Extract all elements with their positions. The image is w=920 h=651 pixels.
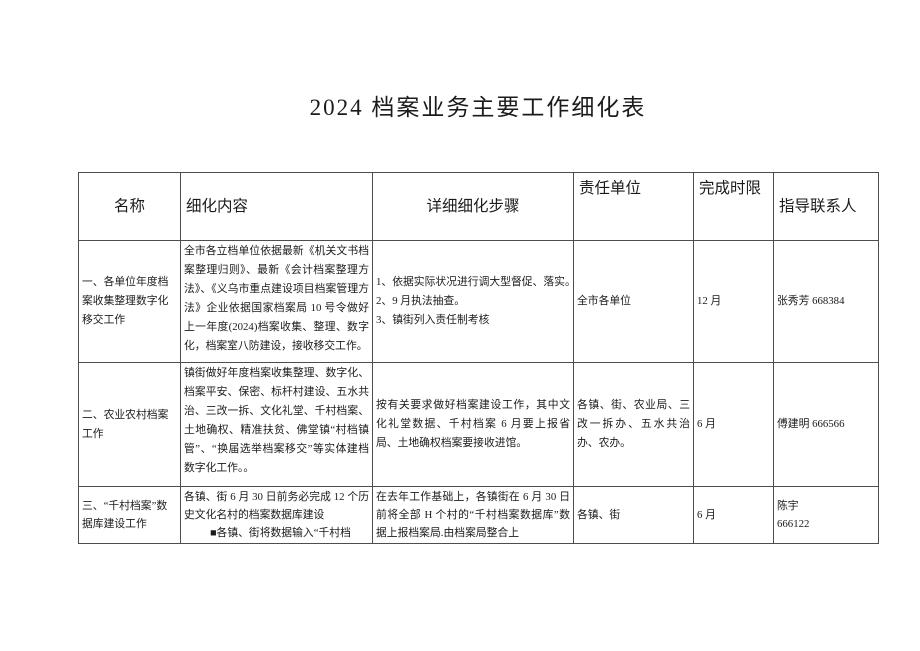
cell-task-name: 一、各单位年度档案收集整理数字化移交工作 (78, 240, 181, 363)
header-row: 名称 细化内容 详细细化步骤 责任单位 完成时限 指导联系人 (78, 172, 879, 241)
contact-name-text: 陈宇 (777, 500, 799, 512)
header-contact: 指导联系人 (773, 172, 879, 241)
cell-unit: 各镇、街 (573, 486, 694, 544)
cell-deadline: 12 月 (693, 240, 774, 363)
cell-deadline: 6 月 (693, 486, 774, 544)
table-row: 二、农业农村档案工作 镇街做好年度档案收集整理、数字化、档案平安、保密、标杆村建… (78, 362, 879, 487)
step-line: 按有关要求做好档案建设工作，其中文化礼堂数据、千村档案 6 月要上报省局、土地确… (376, 399, 570, 449)
cell-detail-content: 各镇、街 6 月 30 日前务必完成 12 个历史文化名村的档案数据库建设 ■各… (180, 486, 373, 544)
table-row: 一、各单位年度档案收集整理数字化移交工作 全市各立档单位依据最新《机关文书档案整… (78, 240, 879, 363)
cell-steps: 按有关要求做好档案建设工作，其中文化礼堂数据、千村档案 6 月要上报省局、土地确… (372, 362, 574, 487)
cell-task-name: 二、农业农村档案工作 (78, 362, 181, 487)
header-steps: 详细细化步骤 (372, 172, 574, 241)
detail-content-text: 镇街做好年度档案收集整理、数字化、档案平安、保密、标杆村建设、五水共治、三改一拆… (184, 367, 369, 474)
cell-contact: 张秀芳 668384 (773, 240, 879, 363)
header-unit: 责任单位 (573, 172, 694, 241)
step-line: 在去年工作基础上，各镇街在 6 月 30 日前将全部 H 个村的“千村档案数据库… (376, 491, 570, 539)
unit-text: 全市各单位 (577, 295, 631, 307)
task-name-text: 二、农业农村档案工作 (82, 408, 169, 440)
contact-number-text: 666122 (777, 518, 810, 530)
cell-steps: 在去年工作基础上，各镇街在 6 月 30 日前将全部 H 个村的“千村档案数据库… (372, 486, 574, 544)
cell-deadline: 6 月 (693, 362, 774, 487)
header-deadline: 完成时限 (693, 172, 774, 241)
step-line: 2、9 月执法抽查。 (376, 295, 466, 307)
page-title: 2024 档案业务主要工作细化表 (309, 95, 647, 120)
deadline-text: 6 月 (697, 509, 716, 521)
contact-text: 张秀芳 668384 (777, 295, 845, 307)
cell-detail-content: 全市各立档单位依据最新《机关文书档案整理归则》、最新《会计档案整理方法》、《义乌… (180, 240, 373, 363)
step-line: 3、镇街列入责任制考核 (376, 314, 490, 326)
task-name-text: 三、“千村档案”数据库建设工作 (82, 500, 168, 530)
cell-detail-content: 镇街做好年度档案收集整理、数字化、档案平安、保密、标杆村建设、五水共治、三改一拆… (180, 362, 373, 487)
cell-unit: 各镇、街、农业局、三改一拆办、五水共治办、农办。 (573, 362, 694, 487)
task-name-text: 一、各单位年度档案收集整理数字化移交工作 (82, 276, 169, 326)
bullet-line: ■各镇、街将数据输入“千村档 (210, 527, 351, 539)
work-table: 名称 细化内容 详细细化步骤 责任单位 完成时限 指导联系人 一、各单位年度档案… (78, 172, 879, 544)
unit-text: 各镇、街 (577, 509, 621, 521)
table-row: 三、“千村档案”数据库建设工作 各镇、街 6 月 30 日前务必完成 12 个历… (78, 486, 879, 544)
cell-contact: 傅建明 666566 (773, 362, 879, 487)
header-content: 细化内容 (180, 172, 373, 241)
step-line: 1、依据实际状况进行调大型督促、落实。 (376, 276, 574, 288)
cell-task-name: 三、“千村档案”数据库建设工作 (78, 486, 181, 544)
deadline-text: 6 月 (697, 418, 716, 430)
deadline-text: 12 月 (697, 295, 722, 307)
cell-contact: 陈宇 666122 (773, 486, 879, 544)
detail-content-text: 各镇、街 6 月 30 日前务必完成 12 个历史文化名村的档案数据库建设 (184, 491, 369, 521)
header-name: 名称 (78, 172, 181, 241)
cell-steps: 1、依据实际状况进行调大型督促、落实。 2、9 月执法抽查。 3、镇街列入责任制… (372, 240, 574, 363)
contact-text: 傅建明 666566 (777, 418, 845, 430)
unit-text: 各镇、街、农业局、三改一拆办、五水共治办、农办。 (577, 399, 690, 449)
detail-content-text: 全市各立档单位依据最新《机关文书档案整理归则》、最新《会计档案整理方法》、《义乌… (184, 245, 369, 352)
cell-unit: 全市各单位 (573, 240, 694, 363)
